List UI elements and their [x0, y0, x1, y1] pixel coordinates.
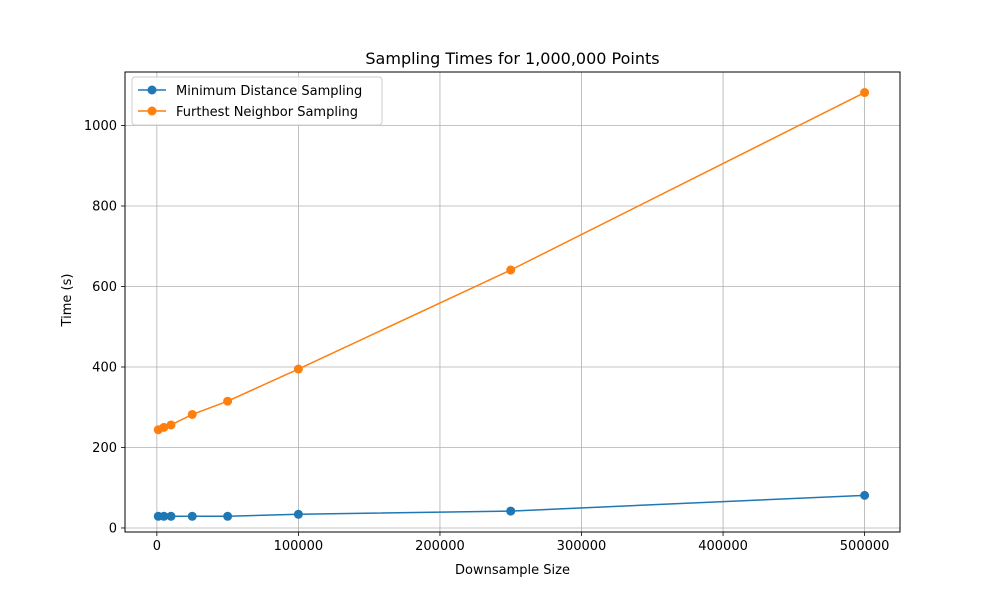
series-furthest-neighbor: [153, 88, 870, 435]
plot-frame: [124, 71, 901, 533]
data-point-minimum-distance: [159, 511, 169, 521]
y-tick-label: 400: [92, 360, 117, 375]
data-point-furthest-neighbor: [860, 88, 870, 98]
legend-marker-minimum-distance: [147, 85, 157, 95]
legend-entry-minimum-distance: Minimum Distance Sampling: [138, 84, 362, 99]
x-axis-ticks: 0 100000 200000 300000 400000 500000: [153, 532, 890, 554]
y-axis-label: Time (s): [60, 274, 75, 328]
data-point-minimum-distance: [860, 490, 870, 500]
data-point-furthest-neighbor: [187, 409, 197, 419]
legend: Minimum Distance Sampling Furthest Neigh…: [131, 76, 383, 126]
legend-label-minimum-distance: Minimum Distance Sampling: [176, 84, 362, 99]
y-tick-label: 0: [109, 521, 117, 536]
legend-marker-furthest-neighbor: [147, 106, 157, 116]
x-tick-label: 200000: [415, 539, 465, 554]
legend-entry-furthest-neighbor: Furthest Neighbor Sampling: [138, 105, 358, 120]
y-axis-ticks: 0 200 400 600 800 1000: [84, 119, 125, 536]
y-tick-label: 200: [92, 441, 117, 456]
data-point-minimum-distance: [166, 511, 176, 521]
data-point-furthest-neighbor: [223, 396, 233, 406]
data-point-minimum-distance: [187, 511, 197, 521]
x-tick-label: 0: [153, 539, 161, 554]
y-tick-label: 1000: [84, 119, 117, 134]
series-layer: [153, 88, 870, 521]
data-point-furthest-neighbor: [293, 364, 303, 374]
x-tick-label: 500000: [840, 539, 890, 554]
grid-lines: [125, 72, 900, 532]
chart-title: Sampling Times for 1,000,000 Points: [365, 49, 659, 68]
legend-label-furthest-neighbor: Furthest Neighbor Sampling: [176, 105, 358, 120]
series-minimum-distance: [153, 490, 870, 521]
x-tick-label: 400000: [698, 539, 748, 554]
legend-box: [131, 76, 383, 126]
data-point-minimum-distance: [223, 511, 233, 521]
data-point-furthest-neighbor: [166, 420, 176, 430]
data-point-furthest-neighbor: [506, 265, 516, 275]
data-point-furthest-neighbor: [159, 422, 169, 432]
y-tick-label: 800: [92, 200, 117, 215]
data-point-minimum-distance: [506, 506, 516, 516]
series-line-furthest-neighbor: [157, 91, 865, 431]
y-tick-label: 600: [92, 280, 117, 295]
x-tick-label: 100000: [274, 539, 324, 554]
x-axis-label: Downsample Size: [455, 563, 570, 578]
data-point-minimum-distance: [293, 509, 303, 519]
x-tick-label: 300000: [557, 539, 607, 554]
